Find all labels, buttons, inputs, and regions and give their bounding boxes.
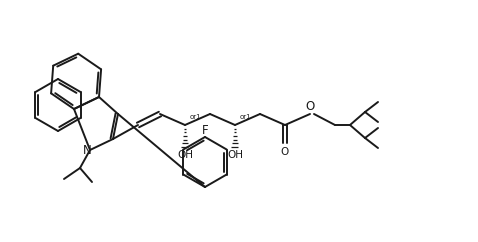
Text: OH: OH	[227, 150, 243, 160]
Text: O: O	[281, 147, 289, 157]
Text: N: N	[83, 144, 91, 158]
Text: O: O	[305, 100, 315, 113]
Text: OH: OH	[177, 150, 193, 160]
Text: F: F	[202, 123, 208, 136]
Text: or1: or1	[240, 114, 251, 120]
Text: or1: or1	[190, 114, 202, 120]
